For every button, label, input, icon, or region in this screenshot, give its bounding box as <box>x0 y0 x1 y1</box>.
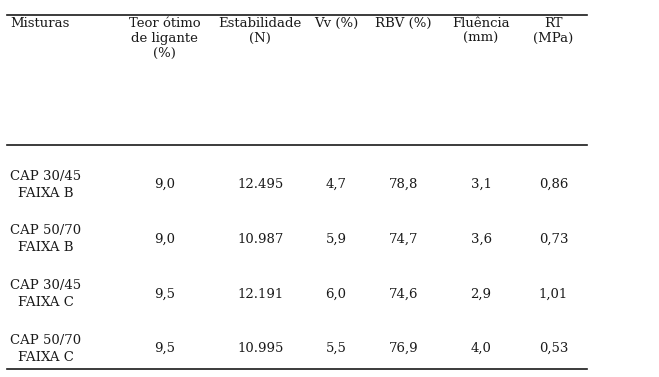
Text: 3,6: 3,6 <box>471 233 492 246</box>
Text: 12.191: 12.191 <box>237 288 283 300</box>
Text: 10.987: 10.987 <box>237 233 283 246</box>
Text: 5,9: 5,9 <box>326 233 347 246</box>
Text: 10.995: 10.995 <box>237 342 283 355</box>
Text: 0,73: 0,73 <box>539 233 568 246</box>
Text: CAP 30/45
FAIXA C: CAP 30/45 FAIXA C <box>10 279 81 309</box>
Text: RBV (%): RBV (%) <box>376 17 432 30</box>
Text: Vv (%): Vv (%) <box>314 17 358 30</box>
Text: 78,8: 78,8 <box>389 178 418 191</box>
Text: 3,1: 3,1 <box>471 178 492 191</box>
Text: Misturas: Misturas <box>10 17 69 30</box>
Text: 2,9: 2,9 <box>471 288 492 300</box>
Text: Estabilidade
(N): Estabilidade (N) <box>219 17 302 45</box>
Text: Fluência
(mm): Fluência (mm) <box>452 17 510 45</box>
Text: 4,7: 4,7 <box>326 178 347 191</box>
Text: 4,0: 4,0 <box>471 342 492 355</box>
Text: 5,5: 5,5 <box>326 342 347 355</box>
Text: 9,5: 9,5 <box>154 342 175 355</box>
Text: Teor ótimo
de ligante
(%): Teor ótimo de ligante (%) <box>129 17 200 60</box>
Text: 74,6: 74,6 <box>389 288 418 300</box>
Text: 0,86: 0,86 <box>539 178 568 191</box>
Text: CAP 30/45
FAIXA B: CAP 30/45 FAIXA B <box>10 170 81 200</box>
Text: 76,9: 76,9 <box>389 342 418 355</box>
Text: 9,0: 9,0 <box>154 233 175 246</box>
Text: 9,5: 9,5 <box>154 288 175 300</box>
Text: 0,53: 0,53 <box>539 342 568 355</box>
Text: 1,01: 1,01 <box>539 288 568 300</box>
Text: 6,0: 6,0 <box>326 288 347 300</box>
Text: 74,7: 74,7 <box>389 233 418 246</box>
Text: CAP 50/70
FAIXA B: CAP 50/70 FAIXA B <box>10 224 81 254</box>
Text: 12.495: 12.495 <box>237 178 283 191</box>
Text: 9,0: 9,0 <box>154 178 175 191</box>
Text: CAP 50/70
FAIXA C: CAP 50/70 FAIXA C <box>10 334 81 364</box>
Text: RT
(MPa): RT (MPa) <box>533 17 574 45</box>
